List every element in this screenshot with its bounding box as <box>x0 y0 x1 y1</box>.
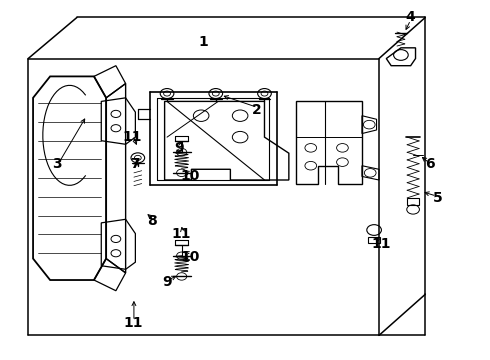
Text: 5: 5 <box>433 191 442 205</box>
Text: 7: 7 <box>130 157 140 171</box>
Text: 4: 4 <box>406 10 416 24</box>
Text: 1: 1 <box>199 36 208 49</box>
Text: 11: 11 <box>172 226 192 240</box>
Text: 9: 9 <box>174 141 184 155</box>
Text: 3: 3 <box>52 157 62 171</box>
Text: 11: 11 <box>123 316 143 330</box>
Text: 11: 11 <box>372 237 391 251</box>
Text: 11: 11 <box>122 130 142 144</box>
Text: 9: 9 <box>162 275 172 289</box>
Text: 10: 10 <box>181 250 200 264</box>
Text: 8: 8 <box>147 214 157 228</box>
Text: 2: 2 <box>252 103 262 117</box>
Text: 6: 6 <box>425 157 435 171</box>
Text: 10: 10 <box>181 170 200 184</box>
